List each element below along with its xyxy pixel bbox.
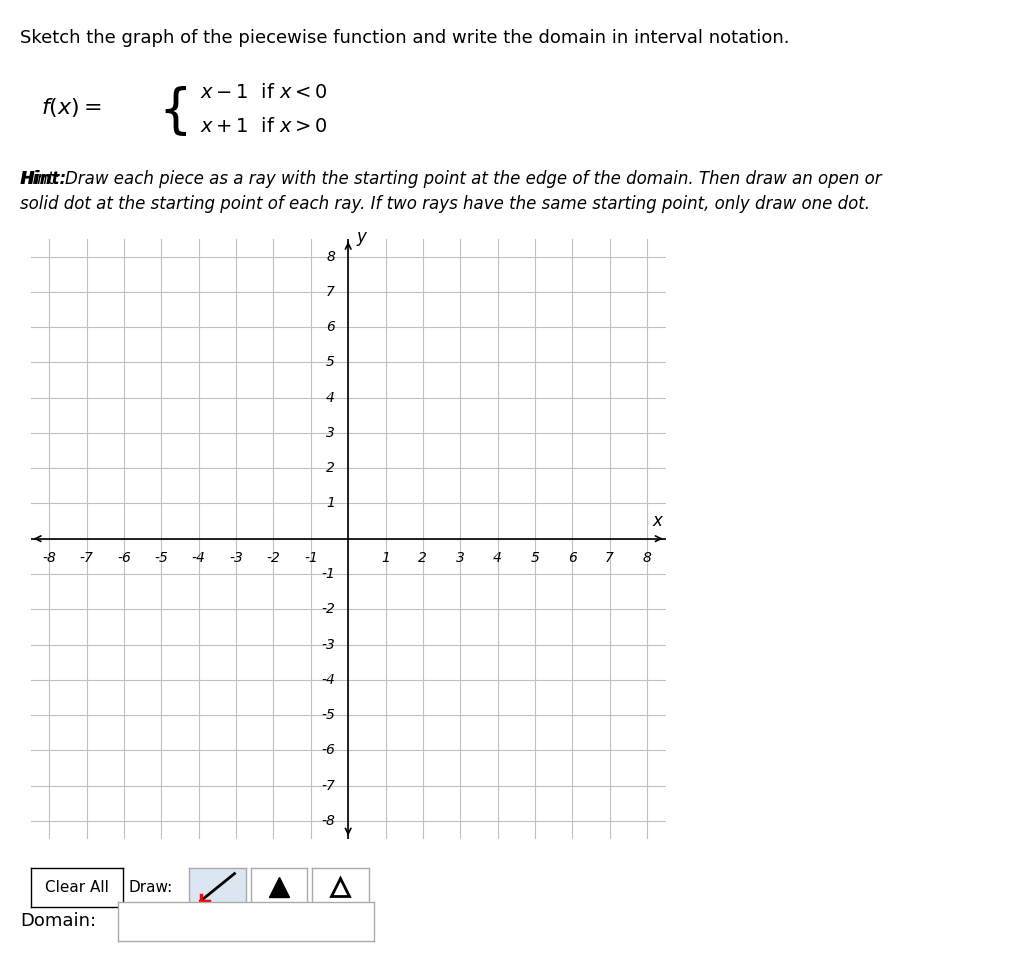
- Text: -2: -2: [322, 603, 335, 616]
- Text: 7: 7: [327, 285, 335, 298]
- Text: -1: -1: [322, 566, 335, 581]
- Text: 6: 6: [567, 551, 577, 566]
- Text: 8: 8: [327, 250, 335, 263]
- Text: -3: -3: [229, 551, 243, 566]
- Text: 3: 3: [456, 551, 465, 566]
- Text: solid dot at the starting point of each ray. If two rays have the same starting : solid dot at the starting point of each …: [20, 195, 870, 213]
- Text: -7: -7: [80, 551, 93, 566]
- Text: $x - 1$  if $x < 0$: $x - 1$ if $x < 0$: [200, 83, 328, 102]
- Text: 1: 1: [327, 496, 335, 511]
- Text: -5: -5: [322, 708, 335, 722]
- Text: 8: 8: [642, 551, 651, 566]
- Text: $x + 1$  if $x > 0$: $x + 1$ if $x > 0$: [200, 117, 328, 137]
- Text: -1: -1: [304, 551, 317, 566]
- Text: y: y: [356, 228, 367, 246]
- Text: 7: 7: [605, 551, 614, 566]
- Text: 1: 1: [381, 551, 390, 566]
- Text: Domain:: Domain:: [20, 913, 96, 930]
- Text: $f(x) =$: $f(x) =$: [41, 96, 102, 119]
- Text: 6: 6: [327, 320, 335, 334]
- Text: 5: 5: [327, 355, 335, 370]
- Text: -8: -8: [322, 814, 335, 828]
- Text: Hint:: Hint:: [20, 170, 67, 187]
- Text: -4: -4: [191, 551, 206, 566]
- Text: x: x: [652, 512, 662, 530]
- Text: 2: 2: [327, 461, 335, 475]
- Text: Sketch the graph of the piecewise function and write the domain in interval nota: Sketch the graph of the piecewise functi…: [20, 29, 790, 47]
- Text: 3: 3: [327, 426, 335, 440]
- Text: 5: 5: [530, 551, 540, 566]
- Text: 4: 4: [327, 391, 335, 405]
- Text: 4: 4: [494, 551, 502, 566]
- Text: -6: -6: [117, 551, 131, 566]
- Text: -4: -4: [322, 673, 335, 686]
- Text: Clear All: Clear All: [45, 879, 109, 895]
- Text: -2: -2: [266, 551, 281, 566]
- Text: -5: -5: [155, 551, 168, 566]
- Text: -7: -7: [322, 779, 335, 793]
- Text: -6: -6: [322, 743, 335, 758]
- Text: {: {: [159, 86, 193, 138]
- Text: Draw:: Draw:: [128, 879, 172, 895]
- Text: -8: -8: [42, 551, 56, 566]
- Text: -3: -3: [322, 638, 335, 651]
- Text: 2: 2: [419, 551, 427, 566]
- Text: Hint: Draw each piece as a ray with the starting point at the edge of the domain: Hint: Draw each piece as a ray with the …: [20, 170, 882, 187]
